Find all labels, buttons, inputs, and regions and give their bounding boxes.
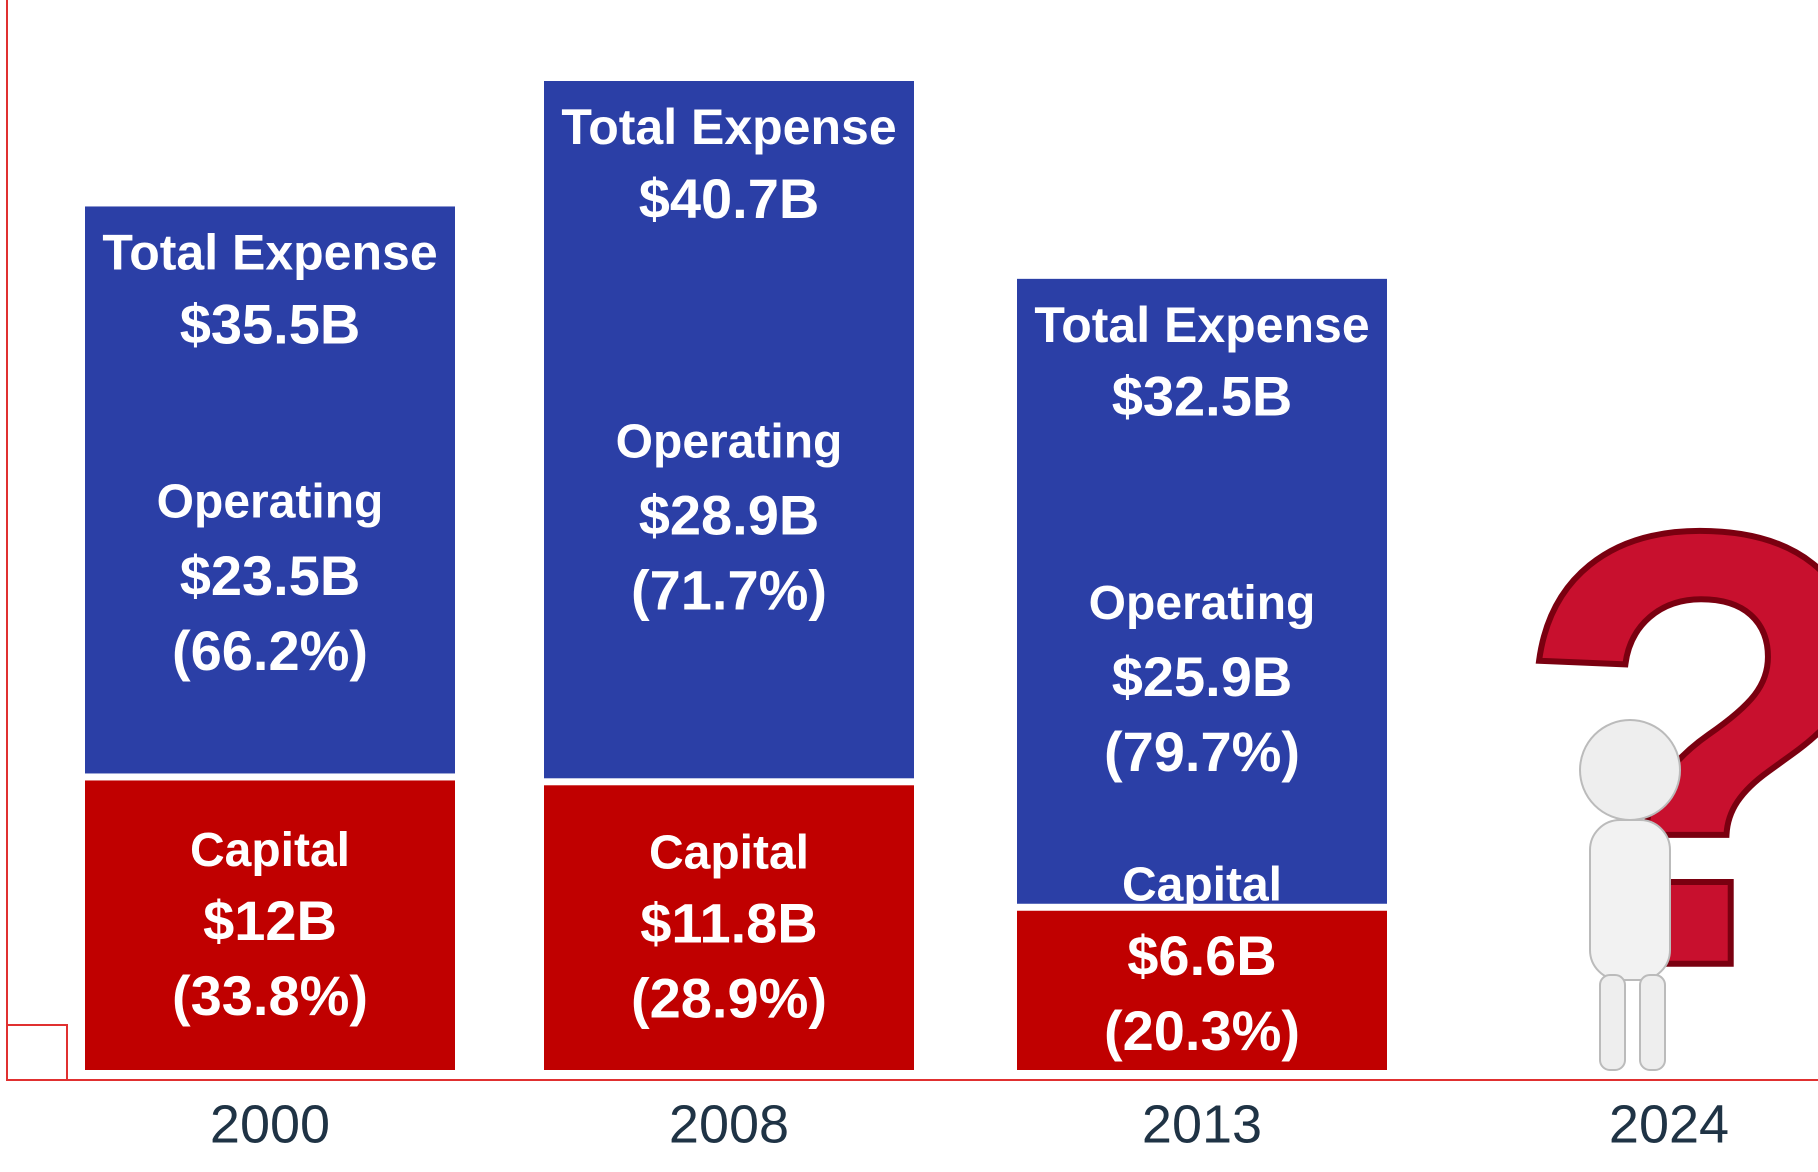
bar-label: (28.9%) [631,966,827,1029]
bar-label: (33.8%) [172,964,368,1027]
bar-label: Capital [190,824,350,877]
bar-label: (79.7%) [1104,720,1300,783]
x-tick-label: 2024 [1609,1094,1729,1154]
bar-label: $25.9B [1112,645,1293,708]
bar-label: Capital [1122,859,1282,912]
bar-label: $35.5B [180,292,361,355]
bar-segment [544,81,914,779]
bar-segment [1017,278,1387,904]
bar-label: (71.7%) [631,558,827,621]
bar-label: $12B [203,889,337,952]
figure-leg [1599,974,1626,1071]
x-tick-label: 2008 [669,1094,789,1154]
bar-label: $11.8B [640,891,818,954]
figure-body [1589,819,1671,981]
bar-segment [85,206,455,774]
bar-label: (66.2%) [172,619,368,682]
x-tick-label: 2013 [1142,1094,1262,1154]
bar-label: $6.6B [1127,924,1276,987]
bar-label: Operating [157,476,384,529]
figure-head [1579,719,1681,821]
bar-label: Total Expense [561,99,896,155]
bar-label: Total Expense [1034,297,1369,353]
x-tick-label: 2000 [210,1094,330,1154]
bar-label: $40.7B [639,167,820,230]
question-figure: ? [1508,401,1818,1099]
corner-box [6,1024,68,1081]
bar-label: Operating [616,415,843,468]
bar-label: Total Expense [102,225,437,281]
bar-label: $28.9B [639,483,820,546]
bar-label: $23.5B [180,544,361,607]
bar-segment [85,780,455,1070]
bar-label: Operating [1089,577,1316,630]
figure-leg [1639,974,1666,1071]
bar-label: $32.5B [1112,365,1293,428]
bar-label: Capital [649,826,809,879]
bar-label: (20.3%) [1104,999,1300,1062]
bar-segment [544,785,914,1070]
bar-segment [1017,910,1387,1070]
